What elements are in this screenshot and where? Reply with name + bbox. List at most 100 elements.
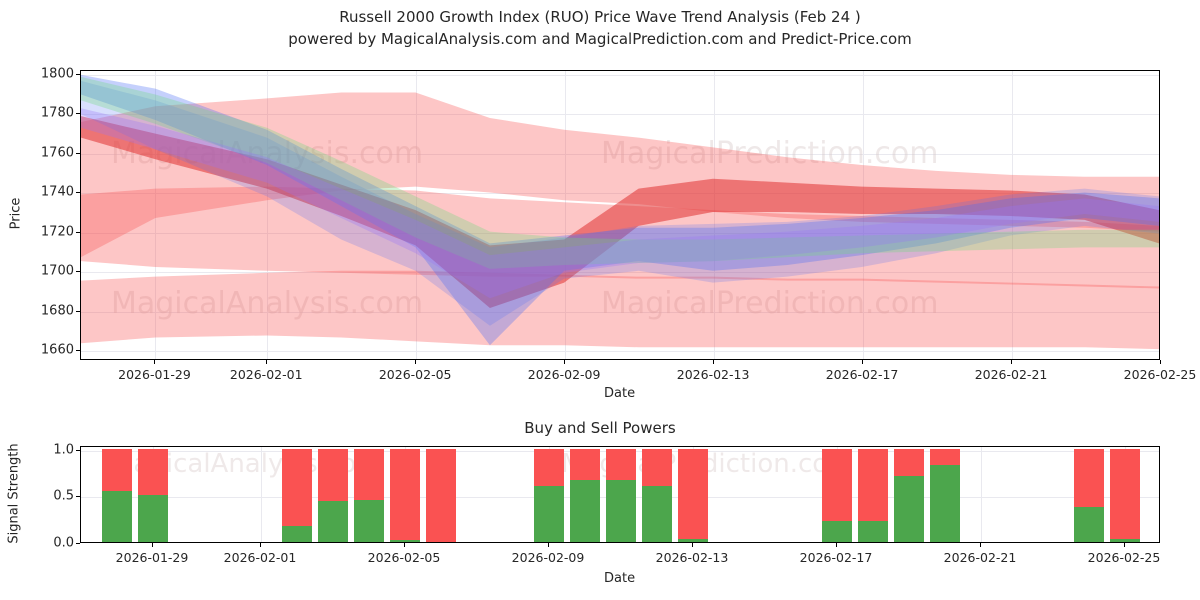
- price-x-tick-label: 2026-02-09: [527, 367, 601, 382]
- band-blue-wide: [81, 80, 1159, 326]
- sell-power-segment: [282, 448, 312, 527]
- signal-x-tick-mark: [548, 543, 549, 547]
- price-y-tick-mark: [76, 192, 80, 194]
- price-gridline-v: [863, 71, 865, 359]
- sell-power-segment: [1074, 448, 1104, 507]
- price-gridline-h: [81, 193, 1159, 195]
- sell-power-segment: [894, 448, 924, 476]
- signal-title-text: Buy and Sell Powers: [524, 419, 676, 437]
- signal-x-tick-label: 2026-02-25: [1087, 550, 1161, 565]
- sell-power-segment: [318, 448, 348, 501]
- sell-power-segment: [678, 448, 708, 540]
- signal-y-axis-label: Signal Strength: [6, 442, 22, 544]
- signal-bar[interactable]: [930, 448, 960, 542]
- buy-power-segment: [642, 486, 672, 542]
- chart-title: Russell 2000 Growth Index (RUO) Price Wa…: [0, 6, 1200, 50]
- price-x-tick-label: 2026-02-17: [825, 367, 899, 382]
- signal-bar[interactable]: [426, 448, 456, 542]
- price-x-axis-label: Date: [604, 386, 636, 401]
- signal-x-tick-mark: [404, 543, 405, 547]
- sell-power-segment: [930, 448, 960, 465]
- signal-bar[interactable]: [102, 448, 132, 542]
- signal-x-tick-label: 2026-02-21: [943, 550, 1017, 565]
- price-x-tick-label: 2026-02-05: [378, 367, 452, 382]
- price-y-axis-label: Price: [8, 197, 24, 230]
- signal-y-tick-mark: [76, 543, 80, 544]
- sell-power-segment: [1110, 448, 1140, 540]
- price-y-tick-mark: [76, 271, 80, 273]
- price-y-tick-mark: [76, 73, 80, 75]
- signal-bar[interactable]: [642, 448, 672, 542]
- signal-bar[interactable]: [570, 448, 600, 542]
- signal-bar[interactable]: [894, 448, 924, 542]
- band-purple-mid: [81, 108, 1159, 299]
- signal-x-tick-mark: [980, 543, 981, 547]
- price-x-tick-mark: [1160, 360, 1161, 364]
- price-x-tick-mark: [1011, 360, 1013, 364]
- sell-power-segment: [822, 448, 852, 522]
- price-x-tick-mark: [564, 360, 566, 364]
- buy-power-segment: [390, 540, 420, 542]
- signal-bar[interactable]: [354, 448, 384, 542]
- buy-power-segment: [354, 500, 384, 542]
- signal-x-tick-label: 2026-01-29: [115, 550, 189, 565]
- signal-y-tick-label: 0.5: [53, 488, 74, 504]
- price-chart-plot-area: MagicalAnalysis.com MagicalPrediction.com…: [80, 70, 1160, 360]
- price-x-tick-mark: [266, 360, 268, 364]
- sell-power-segment: [390, 448, 420, 541]
- price-gridline-v: [565, 71, 567, 359]
- price-y-tick-label: 1680: [40, 303, 74, 319]
- price-x-tick-mark: [713, 360, 715, 364]
- signal-gridline-v: [981, 447, 982, 542]
- signal-bar[interactable]: [1110, 448, 1140, 542]
- price-y-tick-label: 1780: [40, 105, 74, 121]
- price-x-tick-mark: [415, 360, 417, 364]
- buy-power-segment: [1110, 539, 1140, 542]
- signal-x-tick-mark: [692, 543, 693, 547]
- signal-y-tick-mark: [76, 496, 80, 498]
- price-x-tick-mark: [154, 360, 156, 364]
- buy-power-segment: [678, 539, 708, 542]
- signal-bar[interactable]: [534, 448, 564, 542]
- price-wave-bands: [81, 74, 1159, 350]
- price-gridline-h: [81, 114, 1159, 116]
- price-y-tick-mark: [76, 113, 80, 115]
- signal-bar[interactable]: [678, 448, 708, 542]
- band-green-pale: [81, 76, 1159, 269]
- buy-power-segment: [858, 521, 888, 542]
- signal-bar[interactable]: [822, 448, 852, 542]
- signal-bar[interactable]: [318, 448, 348, 542]
- signal-x-tick-label: 2026-02-17: [799, 550, 873, 565]
- signal-bar[interactable]: [282, 448, 312, 542]
- buy-power-segment: [318, 500, 348, 542]
- buy-power-segment: [894, 475, 924, 542]
- buy-power-segment: [570, 480, 600, 542]
- price-gridline-h: [81, 311, 1159, 313]
- price-y-tick-mark: [76, 310, 80, 312]
- sell-power-segment: [642, 448, 672, 487]
- band-lower-red: [81, 270, 1159, 350]
- signal-x-tick-mark: [836, 543, 837, 547]
- sell-power-segment: [534, 448, 564, 487]
- band-core-red: [81, 116, 1159, 309]
- price-y-tick-label: 1700: [40, 263, 74, 279]
- price-x-tick-label: 2026-01-29: [118, 367, 191, 382]
- buy-power-segment: [282, 526, 312, 542]
- signal-bar[interactable]: [858, 448, 888, 542]
- signal-x-tick-mark: [1124, 543, 1125, 547]
- price-x-tick-label: 2026-02-13: [676, 367, 750, 382]
- signal-x-tick-label: 2026-02-05: [367, 550, 441, 565]
- price-y-tick-label: 1740: [40, 184, 74, 200]
- price-gridline-h: [81, 351, 1159, 353]
- signal-bar[interactable]: [1074, 448, 1104, 542]
- sell-power-segment: [570, 448, 600, 481]
- buy-power-segment: [606, 480, 636, 542]
- signal-bar[interactable]: [390, 448, 420, 542]
- price-x-tick-label: 2026-02-25: [1123, 367, 1197, 382]
- sell-power-segment: [354, 448, 384, 501]
- signal-bar[interactable]: [138, 448, 168, 542]
- price-x-tick-mark: [862, 360, 864, 364]
- signal-bar[interactable]: [606, 448, 636, 542]
- signal-x-tick-label: 2026-02-01: [223, 550, 297, 565]
